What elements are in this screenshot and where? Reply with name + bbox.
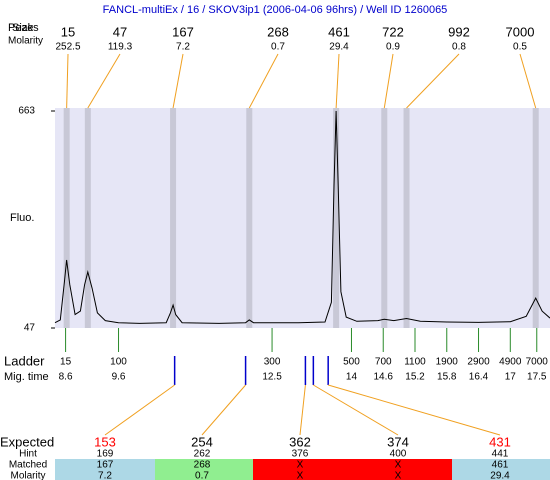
expected-value: 254 bbox=[191, 434, 213, 449]
expected-value: 153 bbox=[94, 434, 116, 449]
molarity-value: 0.7 bbox=[195, 471, 209, 480]
peak-molarity: 0.7 bbox=[271, 42, 285, 53]
peak-connector bbox=[383, 53, 394, 109]
matched-value: X bbox=[297, 460, 304, 471]
matched-cell bbox=[452, 459, 550, 480]
plot-area bbox=[55, 108, 550, 328]
peak-molarity: 29.4 bbox=[329, 42, 349, 53]
expected-value: 374 bbox=[387, 434, 409, 449]
ladder-size: 1900 bbox=[436, 357, 459, 368]
peak-connector bbox=[519, 53, 537, 109]
chart-title: FANCL-multiEx / 16 / SKOV3ip1 (2006-04-0… bbox=[103, 4, 448, 16]
molarity-row-label: Molarity bbox=[10, 471, 45, 480]
ladder-size: 700 bbox=[375, 357, 392, 368]
ladder-time: 15.8 bbox=[437, 372, 457, 383]
ladder-size: 4900 bbox=[499, 357, 522, 368]
ladder-size: 300 bbox=[264, 357, 281, 368]
peak-band bbox=[532, 108, 539, 328]
peak-molarity: 0.9 bbox=[386, 42, 400, 53]
expected-value: 431 bbox=[489, 434, 511, 449]
ladder-time: 14.6 bbox=[374, 372, 394, 383]
molarity-value: X bbox=[297, 471, 304, 480]
hint-value: 376 bbox=[292, 449, 309, 460]
matched-cell bbox=[253, 459, 351, 480]
peak-band bbox=[246, 108, 253, 328]
expected-connector bbox=[299, 384, 306, 436]
peak-band bbox=[381, 108, 388, 328]
matched-cell bbox=[55, 459, 155, 480]
ladder-time: 16.4 bbox=[469, 372, 489, 383]
ladder-time: 8.6 bbox=[59, 372, 73, 383]
hint-value: 400 bbox=[390, 449, 407, 460]
peak-connector bbox=[248, 53, 279, 109]
peak-size: 722 bbox=[382, 24, 404, 39]
peak-molarity: 119.3 bbox=[108, 42, 133, 53]
hint-value: 262 bbox=[194, 449, 211, 460]
ladder-time: 9.6 bbox=[112, 372, 126, 383]
peak-connector bbox=[406, 53, 460, 109]
ladder-time: 12.5 bbox=[262, 372, 282, 383]
size-label: Size bbox=[12, 22, 33, 34]
peak-molarity: 252.5 bbox=[55, 42, 80, 53]
expected-value: 362 bbox=[289, 434, 311, 449]
peak-size: 15 bbox=[61, 24, 75, 39]
matched-value: 461 bbox=[492, 460, 509, 471]
ladder-time: 17 bbox=[505, 372, 517, 383]
peak-connector bbox=[87, 53, 121, 109]
expected-connector bbox=[313, 384, 399, 436]
molarity-value: 7.2 bbox=[98, 471, 112, 480]
ladder-size: 15 bbox=[60, 357, 72, 368]
y-axis-label: Fluo. bbox=[10, 212, 34, 224]
peak-molarity: 7.2 bbox=[176, 42, 190, 53]
peak-molarity: 0.8 bbox=[452, 42, 466, 53]
ladder-size: 7000 bbox=[526, 357, 549, 368]
peak-size: 167 bbox=[172, 24, 194, 39]
peak-band bbox=[63, 108, 70, 328]
expected-connector bbox=[104, 384, 175, 436]
ladder-time: 14 bbox=[346, 372, 358, 383]
ladder-time: 17.5 bbox=[527, 372, 547, 383]
molarity-value: 29.4 bbox=[490, 471, 510, 480]
y-tick-label: 47 bbox=[24, 323, 36, 334]
peak-molarity: 0.5 bbox=[513, 42, 527, 53]
peak-band bbox=[333, 108, 340, 328]
expected-label: Expected bbox=[0, 434, 54, 449]
trace bbox=[54, 110, 550, 324]
matched-label: Matched bbox=[9, 460, 47, 471]
molarity-value: X bbox=[395, 471, 402, 480]
ladder-label: Ladder bbox=[4, 353, 45, 368]
mig-time-label: Mig. time bbox=[4, 371, 49, 383]
matched-cell bbox=[155, 459, 253, 480]
peak-band bbox=[403, 108, 410, 328]
ladder-size: 500 bbox=[343, 357, 360, 368]
peak-size: 268 bbox=[267, 24, 289, 39]
hint-value: 169 bbox=[97, 449, 114, 460]
hint-value: 441 bbox=[492, 449, 509, 460]
peak-size: 992 bbox=[448, 24, 470, 39]
y-tick-label: 663 bbox=[18, 106, 35, 117]
peak-size: 7000 bbox=[506, 24, 535, 39]
peaks-label: Peaks bbox=[8, 22, 39, 34]
expected-connector bbox=[201, 384, 246, 436]
peak-band bbox=[84, 108, 91, 328]
peak-connector bbox=[66, 53, 69, 109]
matched-value: 268 bbox=[194, 460, 211, 471]
hint-label: Hint bbox=[19, 449, 37, 460]
peak-band bbox=[170, 108, 177, 328]
peak-connector bbox=[172, 53, 184, 109]
peak-size: 461 bbox=[328, 24, 350, 39]
ladder-size: 100 bbox=[110, 357, 127, 368]
matched-value: 167 bbox=[97, 460, 114, 471]
matched-cell bbox=[351, 459, 452, 480]
expected-connector bbox=[328, 384, 501, 436]
ladder-size: 1100 bbox=[404, 357, 426, 368]
matched-value: X bbox=[395, 460, 402, 471]
peak-connector bbox=[335, 53, 340, 109]
molarity-label: Molarity bbox=[8, 36, 43, 47]
ladder-time: 15.2 bbox=[405, 372, 425, 383]
peak-size: 47 bbox=[113, 24, 127, 39]
ladder-size: 2900 bbox=[467, 357, 490, 368]
